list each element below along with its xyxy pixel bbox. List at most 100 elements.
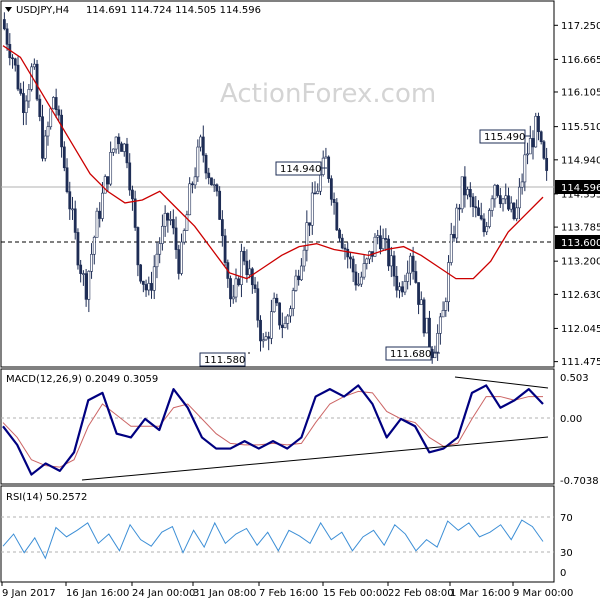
- candle-body: [471, 196, 475, 207]
- candle-body: [231, 296, 235, 300]
- candle-body: [539, 131, 543, 142]
- candle-body: [229, 278, 232, 300]
- candle-body: [111, 148, 115, 153]
- candle-body: [101, 192, 104, 219]
- candle-body: [351, 258, 355, 273]
- candle-body: [305, 222, 309, 251]
- high-annotation-1: 114.940: [275, 161, 327, 176]
- candle-body: [520, 181, 524, 188]
- watermark-text: ActionForex.com: [220, 79, 436, 109]
- candle-body: [379, 235, 382, 250]
- annotation-low-2: 111.680: [390, 349, 431, 360]
- annotation-high-2: 115.490: [484, 132, 525, 143]
- x-tick-label: 24 Jan 00:00: [132, 588, 195, 599]
- candle-body: [11, 57, 14, 60]
- candle-body: [65, 167, 69, 192]
- candle-body: [250, 268, 254, 286]
- candle-body: [71, 208, 74, 211]
- candle-body: [98, 210, 102, 219]
- x-tick-label: 7 Feb 16:00: [259, 588, 318, 599]
- candle-body: [280, 324, 284, 328]
- candle-body: [433, 351, 437, 359]
- candle-body: [193, 176, 197, 186]
- macd-tick-1: 0.00: [560, 414, 582, 425]
- candle-body: [218, 190, 222, 220]
- candle-body: [340, 237, 344, 249]
- candle-body: [283, 323, 287, 328]
- candle-body: [2, 19, 6, 30]
- candle-body: [501, 198, 505, 205]
- candle-body: [158, 243, 162, 255]
- candle-body: [313, 192, 317, 195]
- x-tick-label: 15 Feb 00:00: [323, 588, 389, 599]
- candle-body: [504, 195, 508, 200]
- x-tick-label: 9 Jan 2017: [2, 588, 56, 599]
- candle-body: [190, 183, 194, 186]
- candle-body: [117, 136, 121, 145]
- candle-body: [507, 195, 510, 210]
- candle-body: [373, 236, 377, 257]
- candle-body: [534, 115, 538, 148]
- candle-body: [49, 108, 53, 128]
- candle-body: [253, 284, 257, 289]
- rsi-tick-0: 0: [560, 568, 566, 579]
- candle-body: [458, 207, 461, 210]
- candle-body: [270, 311, 273, 339]
- candle-body: [523, 154, 527, 183]
- ma-line: [2, 45, 544, 280]
- candle-body: [136, 227, 140, 266]
- candle-body: [498, 195, 502, 205]
- rsi-tick-30: 30: [560, 548, 573, 559]
- candle-body: [35, 63, 39, 100]
- macd-lines: [2, 384, 544, 476]
- chevron-down-icon[interactable]: [5, 7, 12, 12]
- candle-body: [155, 253, 159, 268]
- candle-body: [174, 227, 178, 250]
- candle-body: [392, 255, 396, 277]
- candle-body: [327, 156, 331, 179]
- price-tick-label: 113.785: [561, 223, 600, 234]
- candle-body: [272, 297, 276, 313]
- candle-body: [212, 184, 216, 187]
- macd-tick-0: 0.503: [560, 373, 589, 384]
- candle-body: [133, 198, 137, 228]
- candle-body: [103, 176, 107, 194]
- price-tick-label: 114.355: [561, 189, 600, 200]
- candle-body: [357, 283, 361, 286]
- candle-body: [403, 281, 407, 293]
- candle-body: [512, 202, 516, 220]
- candle-body: [299, 265, 303, 281]
- candle-body: [449, 234, 453, 263]
- candle-body: [324, 156, 328, 159]
- candle-body: [152, 266, 156, 291]
- candle-body: [278, 302, 281, 326]
- candle-body: [131, 189, 134, 200]
- candle-body: [537, 115, 540, 133]
- candle-body: [455, 207, 459, 239]
- candle-body: [52, 97, 55, 110]
- candle-body: [177, 249, 181, 274]
- x-tick-label: 9 Mar 00:00: [513, 588, 573, 599]
- rsi-polyline: [2, 519, 544, 560]
- candle-body: [264, 336, 268, 341]
- candle-body: [384, 238, 388, 240]
- candle-body: [210, 177, 213, 186]
- macd-signal-line: [2, 390, 543, 468]
- support-price-text: 113.600: [561, 238, 600, 249]
- x-tick-label: 22 Feb 08:00: [388, 588, 454, 599]
- x-tick-label: 16 Jan 16:00: [66, 588, 129, 599]
- candle-body: [387, 238, 390, 267]
- candle-body: [452, 234, 456, 239]
- price-tick-label: 111.475: [561, 357, 600, 368]
- candle-body: [68, 191, 72, 210]
- candle-body: [447, 262, 450, 303]
- candle-body: [54, 97, 58, 111]
- moving-average: [2, 45, 544, 280]
- price-y-axis: 117.250 116.665 116.105 115.510 114.940 114.3…: [554, 21, 600, 368]
- candle-body: [294, 275, 298, 291]
- price-tick-label: 114.940: [561, 155, 600, 166]
- candle-body: [362, 263, 366, 278]
- candle-body: [171, 219, 175, 229]
